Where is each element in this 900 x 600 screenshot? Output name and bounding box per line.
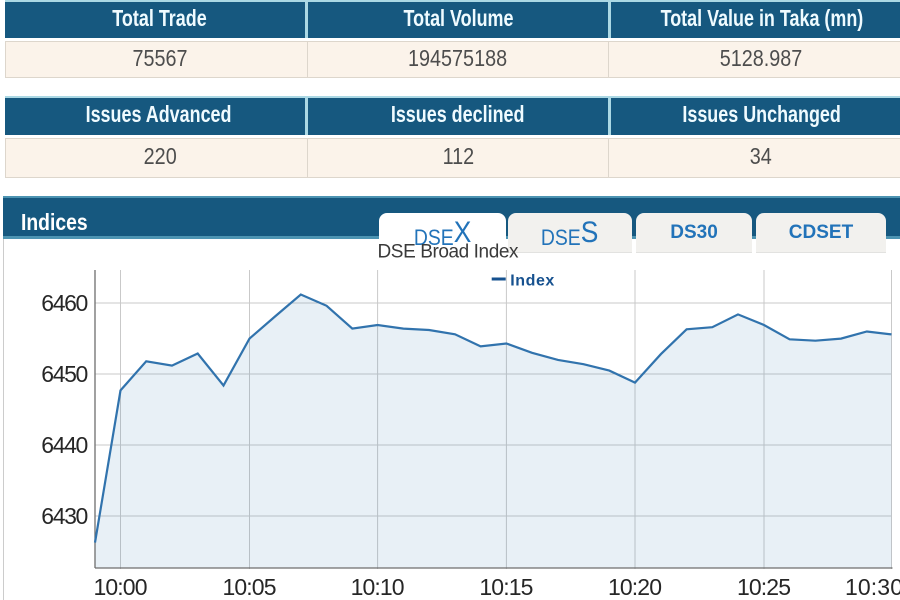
svg-text:10:05: 10:05	[223, 574, 277, 600]
svg-text:10:30: 10:30	[845, 574, 900, 600]
svg-text:10:15: 10:15	[479, 574, 533, 600]
svg-text:6430: 6430	[41, 503, 88, 529]
svg-text:6440: 6440	[41, 432, 88, 458]
svg-text:6450: 6450	[41, 361, 88, 387]
svg-text:Index: Index	[510, 273, 554, 290]
svg-text:6460: 6460	[41, 290, 88, 316]
svg-text:10:00: 10:00	[94, 574, 148, 600]
svg-text:10:20: 10:20	[608, 574, 662, 600]
svg-text:10:25: 10:25	[737, 574, 791, 600]
svg-text:DSE Broad Index: DSE Broad Index	[378, 242, 520, 263]
svg-text:10:10: 10:10	[351, 574, 405, 600]
